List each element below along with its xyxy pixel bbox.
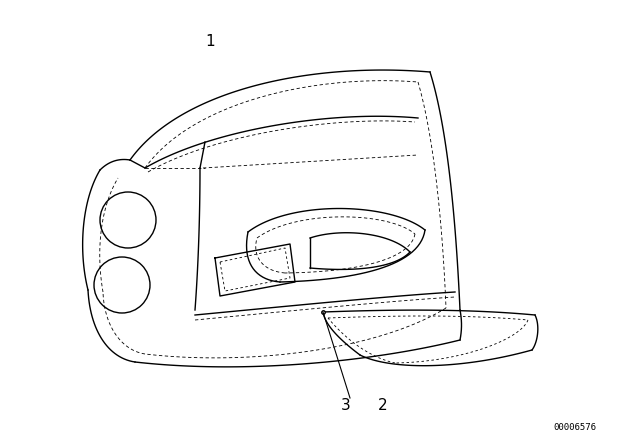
Text: 1: 1 [205,34,215,49]
Text: 3: 3 [341,397,351,413]
Text: 00006576: 00006576 [554,423,596,432]
Text: 2: 2 [378,397,388,413]
